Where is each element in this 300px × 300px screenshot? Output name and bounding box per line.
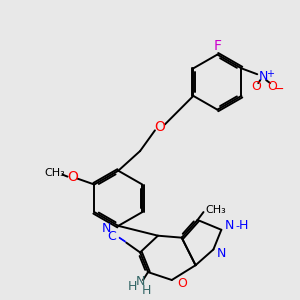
Text: O: O xyxy=(177,278,187,290)
Text: N: N xyxy=(135,275,145,289)
Text: N: N xyxy=(259,70,268,83)
Text: -: - xyxy=(235,221,239,231)
Text: N: N xyxy=(102,222,111,235)
Text: O: O xyxy=(267,80,277,93)
Text: F: F xyxy=(213,39,221,53)
Text: CH₃: CH₃ xyxy=(44,168,65,178)
Text: O: O xyxy=(251,80,261,93)
Text: N: N xyxy=(217,247,226,260)
Text: N: N xyxy=(225,219,234,232)
Text: H: H xyxy=(238,219,248,232)
Text: CH₃: CH₃ xyxy=(206,205,226,215)
Text: +: + xyxy=(266,69,274,79)
Text: −: − xyxy=(274,82,284,95)
Text: H: H xyxy=(128,280,137,293)
Text: H: H xyxy=(141,284,151,297)
Text: C: C xyxy=(108,230,116,243)
Text: O: O xyxy=(154,120,165,134)
Text: O: O xyxy=(67,169,78,184)
